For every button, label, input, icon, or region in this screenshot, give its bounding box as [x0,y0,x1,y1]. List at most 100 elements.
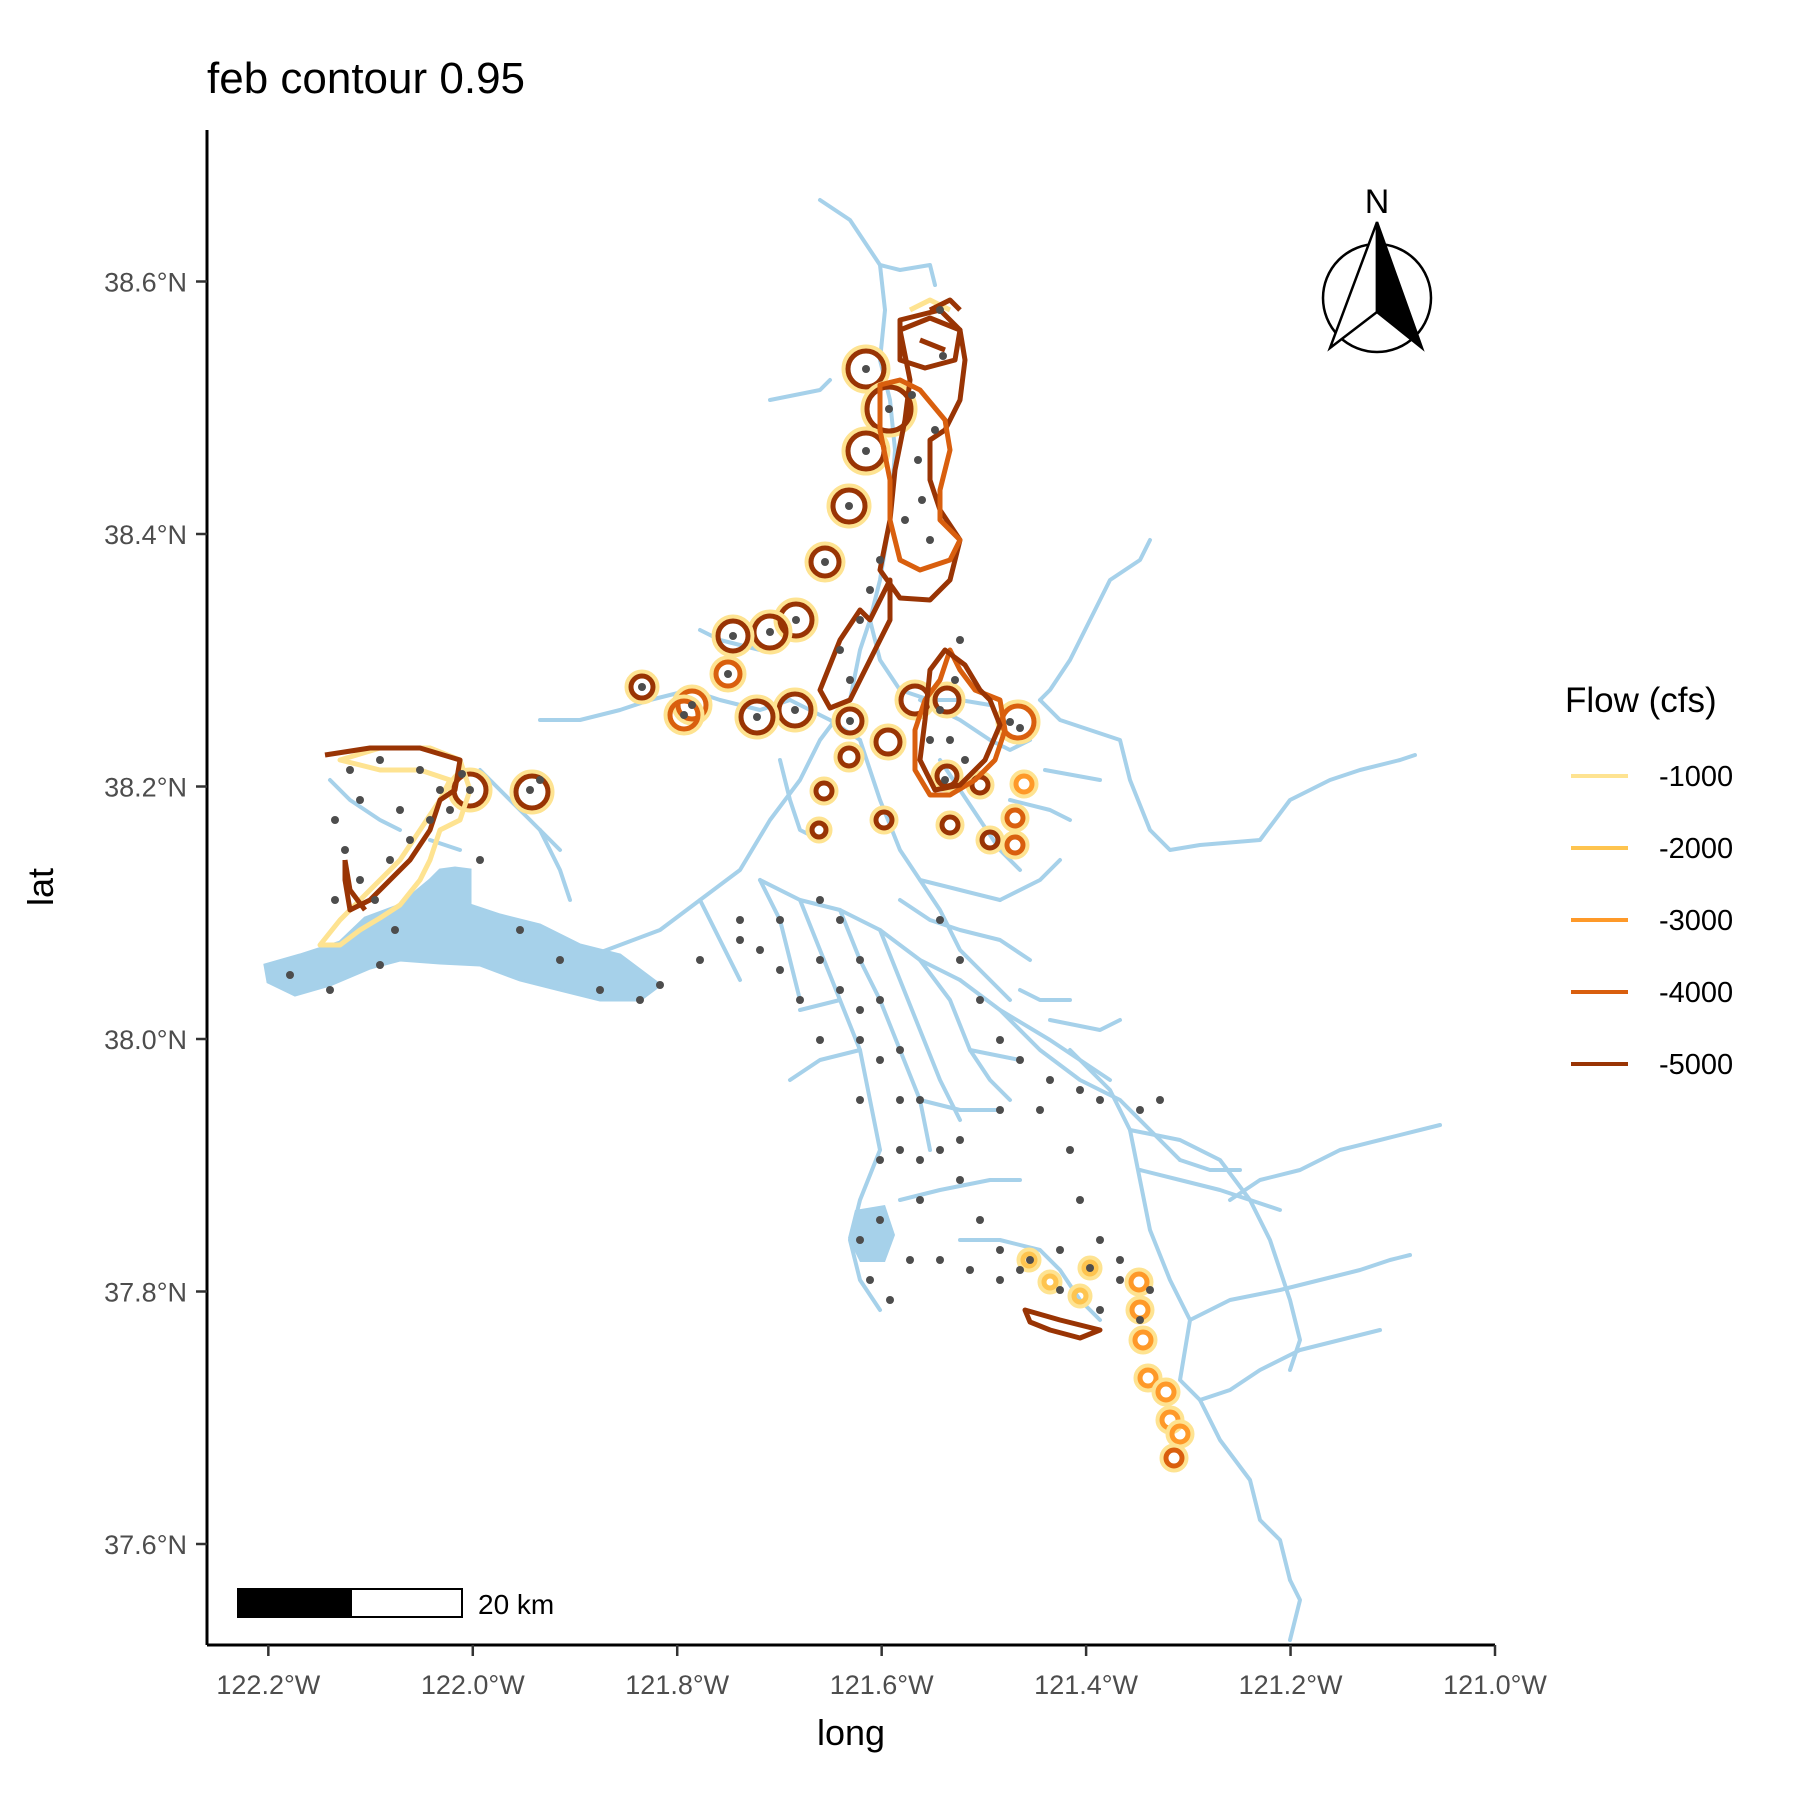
contour-ring [939,814,961,836]
network-node [536,776,544,784]
network-node [876,1156,884,1164]
network-node [1136,1106,1144,1114]
network-node [1076,1086,1084,1094]
network-node [680,711,688,719]
network-node [1096,1306,1104,1314]
x-axis-title: long [817,1712,885,1753]
contour-line [1022,1307,1103,1341]
waterway [1288,1578,1302,1642]
contour-line [912,647,1008,798]
contour-ring [1020,1251,1038,1269]
legend: Flow (cfs) -1000 -2000 -3000 -4000 -5000 [1565,681,1733,1081]
network-node [846,717,854,725]
network-node [916,1096,924,1104]
network-node [656,981,664,989]
y-tick-label: 38.4°N [104,520,187,550]
contour-ring [813,780,835,802]
network-node [1006,718,1014,726]
contour-ring [932,685,962,715]
contour-line [324,745,463,913]
network-node [526,786,534,794]
network-node [1156,1096,1164,1104]
network-node [638,683,646,691]
network-node [916,1196,924,1204]
network-node [356,876,364,884]
waterway [998,858,1062,902]
network-node [416,766,424,774]
network-node [866,586,874,594]
contour-ring [1037,1269,1063,1295]
contour-ring [1137,1367,1159,1389]
waterway [1038,538,1152,702]
network-node [1046,1076,1054,1084]
waterway [1038,698,1417,852]
contour-line [877,377,963,573]
x-tick-label: 121.0°W [1443,1670,1547,1700]
contour-ring [667,698,701,732]
network-node [908,391,916,399]
network-node [941,776,949,784]
network-node [736,936,744,944]
waterway [1178,1158,1242,1172]
waterway [1018,988,1072,1002]
network-node [836,646,844,654]
network-node [976,1216,984,1224]
contour-ring [773,597,819,643]
network-node [1136,1316,1144,1324]
contour-ring [841,344,891,394]
network-node [896,1146,904,1154]
contour-ring [1163,1447,1185,1469]
network-node [836,986,844,994]
network-node [996,1246,1004,1254]
network-node [956,956,964,964]
network-node [996,1106,1004,1114]
contour-ring [826,483,872,529]
contour-layer [317,297,1195,1473]
waterway [878,928,962,1122]
contour-ring [734,694,780,740]
network-node [939,352,947,360]
network-node [346,766,354,774]
contour-ring [873,809,895,831]
network-node [466,786,474,794]
contour-ring [509,769,555,815]
contour-ring [1016,1247,1042,1273]
waterway [538,828,572,902]
network-node [876,556,884,564]
network-node [845,502,853,510]
network-node [961,756,969,764]
network-node [1026,1256,1034,1264]
waterway [898,1178,1022,1202]
contour-ring [805,816,833,844]
network-node [356,796,364,804]
network-node [556,956,564,964]
contour-ring [1067,1283,1093,1309]
network-node [836,916,844,924]
network-node [856,1036,864,1044]
network-node [936,1256,944,1264]
network-node [996,1036,1004,1044]
waterway [328,778,402,832]
network-node [862,447,870,455]
contour-ring [1077,1255,1103,1281]
network-node [936,706,944,714]
network-node [391,926,399,934]
contour-ring [845,348,887,390]
contour-ring [831,702,869,740]
contour-ring [809,776,839,806]
network-node [341,846,349,854]
contour-ring [837,745,861,769]
legend-label: -4000 [1659,977,1733,1009]
network-node [406,836,414,844]
contour-ring [830,487,868,525]
contour-ring [835,706,865,736]
contour-ring [1128,1325,1158,1355]
waterway [958,978,1112,1082]
waterway [768,378,832,402]
network-node [816,896,824,904]
waterway [848,1148,882,1312]
network-node [876,1056,884,1064]
x-tick-label: 122.2°W [216,1670,320,1700]
network-node [956,636,964,644]
waterway [1228,1123,1442,1202]
